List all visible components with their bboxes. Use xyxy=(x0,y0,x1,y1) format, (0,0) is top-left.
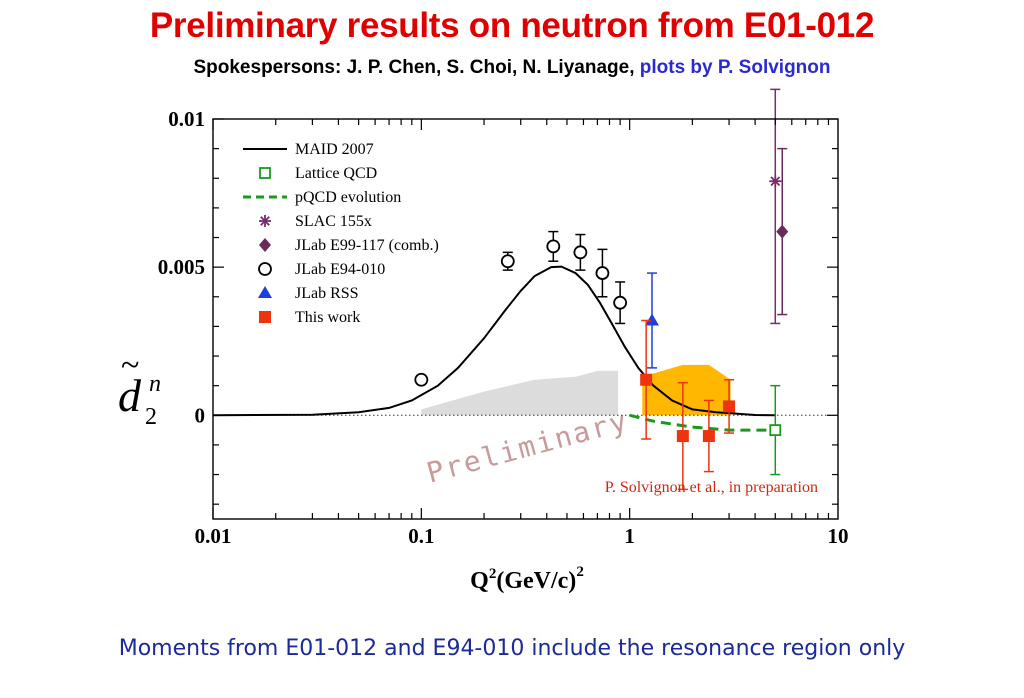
footer-note: Moments from E01-012 and E94-010 include… xyxy=(118,636,906,661)
y-axis-label-sup: n xyxy=(149,371,161,397)
legend-label: pQCD evolution xyxy=(295,189,401,206)
y-tick-label: 0.01 xyxy=(168,107,205,131)
legend-entry: Lattice QCD xyxy=(259,165,377,182)
legend-label: JLab RSS xyxy=(295,285,359,302)
page-title: Preliminary results on neutron from E01-… xyxy=(149,6,875,45)
marker-filled-triangle xyxy=(258,286,272,298)
legend-entry: SLAC 155x xyxy=(259,213,372,230)
data-point xyxy=(573,233,588,271)
legend-entry: JLab E94-010 xyxy=(258,261,385,278)
marker-open-square xyxy=(259,167,271,179)
x-axis-label-sup2: 2 xyxy=(576,564,584,580)
marker-open-circle xyxy=(500,254,515,269)
legend-label: JLab E94-010 xyxy=(295,261,385,278)
plots-credit: plots by P. Solvignon xyxy=(639,57,831,78)
marker-asterisk-arm xyxy=(260,216,270,226)
marker-filled-triangle xyxy=(645,313,660,326)
legend-label: Lattice QCD xyxy=(295,165,377,182)
gray-band xyxy=(421,370,619,416)
marker-filled-diamond xyxy=(776,224,789,239)
legend-label: MAID 2007 xyxy=(295,141,374,158)
legend-entry: pQCD evolution xyxy=(243,189,401,206)
bands-layer xyxy=(421,364,731,416)
data-point xyxy=(723,378,736,434)
marker-filled-square xyxy=(640,373,653,386)
x-tick-label: 1 xyxy=(624,524,635,548)
marker-open-square xyxy=(769,424,782,437)
x-axis-label-sup1: 2 xyxy=(489,566,497,582)
legend-entry: JLab E99-117 (comb.) xyxy=(259,237,439,254)
data-point xyxy=(613,281,628,325)
y-tick-label: 0 xyxy=(195,403,206,427)
x-tick-label: 0.01 xyxy=(195,524,232,548)
marker-filled-diamond xyxy=(259,238,271,252)
legend-label: This work xyxy=(295,309,360,326)
marker-asterisk-arm xyxy=(770,176,781,187)
x-axis-label: Q2(GeV/c)2 xyxy=(470,564,584,594)
data-point xyxy=(769,88,782,325)
data-point xyxy=(640,319,653,440)
pqcd-curve xyxy=(629,413,776,432)
marker-filled-square xyxy=(676,430,689,443)
annotation: P. Solvignon et al., in preparation xyxy=(605,479,818,496)
marker-open-circle xyxy=(258,262,272,276)
marker-filled-square xyxy=(723,400,736,413)
y-tick-label: 0.005 xyxy=(158,255,205,279)
marker-open-circle xyxy=(613,295,628,310)
legend-label: SLAC 155x xyxy=(295,213,372,230)
x-axis-label-q: Q xyxy=(470,568,489,594)
data-point xyxy=(769,384,782,476)
data-point xyxy=(645,272,660,369)
legend-entry: This work xyxy=(259,309,360,326)
legend-entry: JLab RSS xyxy=(258,285,359,302)
page-subtitle: Spokespersons: J. P. Chen, S. Choi, N. L… xyxy=(0,57,1024,79)
legend-entry: MAID 2007 xyxy=(243,141,374,158)
preliminary-watermark: Preliminary xyxy=(423,404,632,490)
data-point xyxy=(414,372,429,387)
x-axis-label-rest: (GeV/c) xyxy=(496,568,576,594)
marker-open-circle xyxy=(573,245,588,260)
points-layer xyxy=(414,88,789,491)
marker-filled-square xyxy=(702,430,715,443)
data-point xyxy=(702,399,715,473)
maid-curve xyxy=(212,265,776,417)
marker-open-circle xyxy=(414,372,429,387)
marker-open-circle xyxy=(595,266,610,280)
data-point xyxy=(776,147,789,316)
marker-open-circle xyxy=(546,239,561,254)
data-point xyxy=(676,381,689,491)
data-point xyxy=(500,251,515,271)
data-point xyxy=(546,230,561,262)
y-axis-label-d: d xyxy=(118,370,142,421)
marker-filled-square xyxy=(259,311,271,323)
spokespersons-text: Spokespersons: J. P. Chen, S. Choi, N. L… xyxy=(193,57,635,78)
plot-frame xyxy=(212,118,839,520)
y-axis-label: d ~ n 2 xyxy=(118,347,161,430)
data-point xyxy=(595,248,610,298)
x-tick-label: 0.1 xyxy=(408,524,434,548)
ticks-layer: 0.01 0.1 1 10 0 0.005 0.01 xyxy=(158,107,849,548)
legend-label: JLab E99-117 (comb.) xyxy=(295,237,439,254)
x-tick-label: 10 xyxy=(828,524,849,548)
y-axis-label-tilde: ~ xyxy=(121,347,139,384)
legend: MAID 2007 Lattice QCD pQCD evolution SLAC 1… xyxy=(243,141,439,326)
y-axis-label-sub: 2 xyxy=(145,404,157,430)
